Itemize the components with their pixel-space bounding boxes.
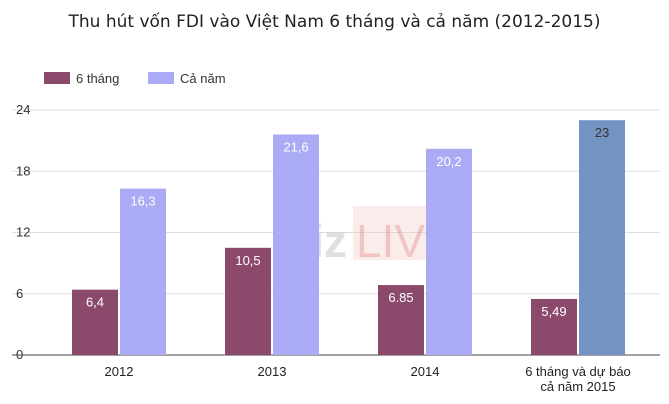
- bar: [120, 188, 166, 355]
- labels: 6,4 16,3 2012 10,5 21,6 2013 6.85 20,2 2014 5,49 2…: [86, 125, 631, 394]
- bar: [72, 289, 118, 355]
- y-tick-label: 24: [16, 102, 30, 117]
- chart-title: Thu hút vốn FDI vào Việt Nam 6 tháng và …: [68, 12, 601, 32]
- bar: [378, 285, 424, 355]
- x-tick-label: 2013: [258, 364, 287, 379]
- x-tick-label: 2012: [105, 364, 134, 379]
- y-tick-label: 12: [16, 225, 30, 240]
- x-tick-label: 6 tháng và dự báo: [525, 364, 631, 379]
- bar: [579, 120, 625, 355]
- legend-swatch: [44, 72, 70, 84]
- bar-value-label: 16,3: [130, 194, 155, 209]
- x-tick-label: cả năm 2015: [540, 379, 615, 394]
- bar: [225, 247, 271, 355]
- bar-value-label: 20,2: [436, 154, 461, 169]
- bar-value-label: 5,49: [541, 304, 566, 319]
- bar: [273, 134, 319, 355]
- bar: [426, 148, 472, 355]
- legend: 6 tháng Cả năm: [44, 71, 226, 86]
- legend-label: 6 tháng: [76, 71, 119, 86]
- y-tick-label: 6: [16, 286, 23, 301]
- bar-value-label: 10,5: [235, 253, 260, 268]
- legend-label: Cả năm: [180, 71, 226, 86]
- x-tick-label: 2014: [411, 364, 440, 379]
- bars: [72, 120, 625, 355]
- y-tick-label: 18: [16, 163, 30, 178]
- bar-value-label: 6,4: [86, 295, 104, 310]
- bar-value-label: 21,6: [283, 140, 308, 155]
- bar: [531, 298, 577, 355]
- bar-value-label: 23: [595, 125, 609, 140]
- legend-swatch: [148, 72, 174, 84]
- bar-value-label: 6.85: [388, 290, 413, 305]
